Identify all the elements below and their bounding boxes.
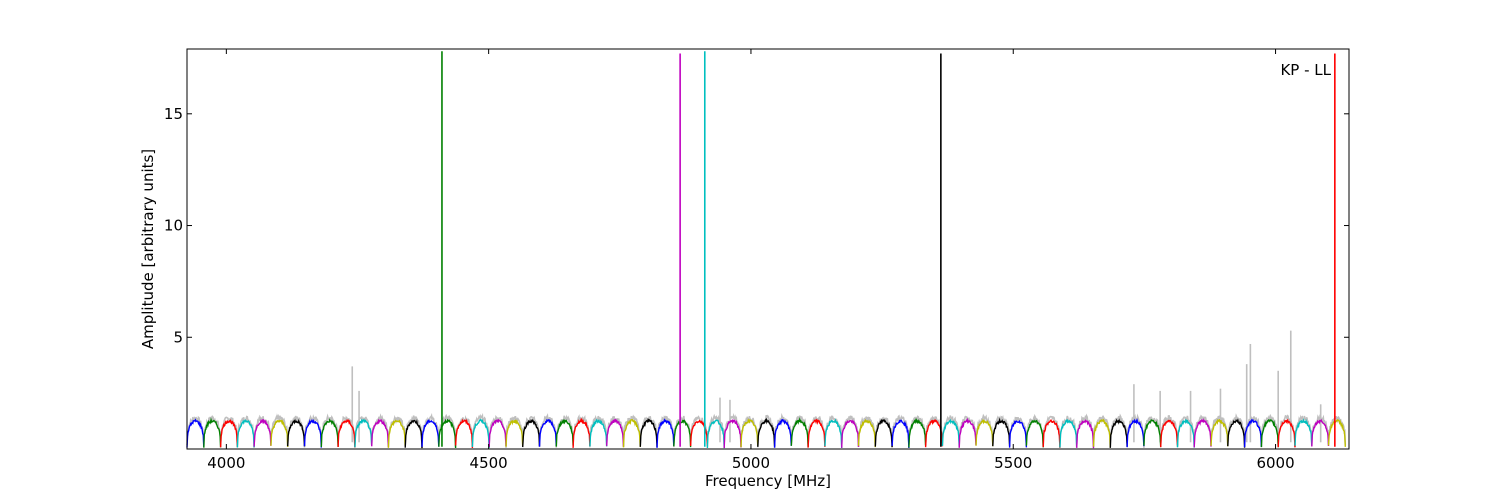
subband-spectrum-line xyxy=(824,418,843,449)
y-tick-label: 10 xyxy=(164,217,183,235)
x-tick-label: 5500 xyxy=(994,454,1032,472)
subband-spectrum-line xyxy=(253,418,272,447)
subband-spectrum-line xyxy=(1294,418,1313,446)
x-axis-label: Frequency [MHz] xyxy=(705,472,831,490)
subband-spectrum-line xyxy=(723,419,742,449)
y-tick-label: 15 xyxy=(164,105,183,123)
subband-spectrum-line xyxy=(287,418,306,447)
x-tick-label: 6000 xyxy=(1256,454,1294,472)
ticks-layer: 4000 4500 5000 5500 6000 5 10 15 xyxy=(164,49,1349,472)
subband-spectrum-line xyxy=(706,419,725,449)
subband-spectrum-line xyxy=(320,418,339,448)
subband-spectrum-line xyxy=(1260,418,1279,448)
subband-spectrum-line xyxy=(941,418,960,447)
subband-spectrum-line xyxy=(471,418,490,448)
subband-spectrum-line xyxy=(975,419,994,447)
subband-spectrum-line xyxy=(1008,419,1028,448)
subband-spectrum-line xyxy=(371,418,390,448)
subband-spectrum-line xyxy=(186,418,205,448)
subband-spectrum-line xyxy=(622,418,641,448)
subband-spectrum-line xyxy=(555,419,574,447)
subband-spectrum-line xyxy=(639,417,658,448)
subband-spectrum-line xyxy=(1092,418,1111,448)
subband-spectrum-line xyxy=(1210,418,1229,447)
subband-spectrum-line xyxy=(572,417,591,448)
subband-spectrum-line xyxy=(219,419,239,448)
subband-spectrum-line xyxy=(1076,419,1095,449)
subband-spectrum-line xyxy=(421,419,440,447)
subband-spectrum-line xyxy=(841,419,860,448)
subband-spectrum-line xyxy=(1126,418,1145,448)
subband-spectrum-line xyxy=(270,419,289,447)
subband-spectrum-line xyxy=(606,418,625,447)
x-tick-label: 4000 xyxy=(207,454,245,472)
subband-spectrum-line xyxy=(1327,419,1346,447)
x-tick-label: 4500 xyxy=(470,454,508,472)
subband-spectrum-line xyxy=(673,419,692,448)
subband-spectrum-line xyxy=(958,417,977,448)
subband-spectrum-line xyxy=(1042,419,1061,448)
subband-spectrum-line xyxy=(1176,418,1195,448)
subband-spectrum-line xyxy=(454,418,474,449)
plot-frame xyxy=(186,48,1350,450)
subband-spectrum-line xyxy=(1109,418,1128,448)
subband-spectrum-line xyxy=(857,418,876,448)
subband-spectrum-line xyxy=(1193,417,1212,448)
subband-spectrum-line xyxy=(404,418,423,449)
subband-spectrum-line xyxy=(1143,419,1162,448)
plot-area xyxy=(187,49,1349,449)
subband-spectrum-line xyxy=(488,418,507,448)
subband-spectrum-line xyxy=(874,418,893,448)
subband-spectrum-line xyxy=(656,418,675,448)
series-layer xyxy=(186,51,1347,449)
subband-spectrum-line xyxy=(303,418,322,448)
subband-spectrum-line xyxy=(1160,419,1179,448)
chart-annotation: KP - LL xyxy=(1280,61,1331,79)
background-spectrum-line xyxy=(186,412,1347,448)
subband-spectrum-line xyxy=(1277,418,1296,448)
subband-spectrum-line xyxy=(908,417,927,448)
subband-spectrum-line xyxy=(505,418,524,447)
subband-spectrum-line xyxy=(790,417,809,448)
subband-spectrum-line xyxy=(1243,418,1263,448)
subband-spectrum-line xyxy=(757,417,776,447)
x-tick-label: 5000 xyxy=(732,454,770,472)
subband-spectrum-line xyxy=(1227,418,1246,448)
subband-spectrum-line xyxy=(387,419,406,448)
subband-spectrum-line xyxy=(1025,419,1044,448)
subband-spectrum-line xyxy=(589,418,608,447)
y-tick-label: 5 xyxy=(173,328,183,346)
subband-spectrum-line xyxy=(992,417,1011,447)
subband-spectrum-line xyxy=(773,419,792,448)
subband-spectrum-line xyxy=(807,418,826,448)
subband-spectrum-line xyxy=(740,417,759,448)
subband-spectrum-line xyxy=(203,417,222,448)
subband-spectrum-line xyxy=(354,418,373,448)
subband-spectrum-line xyxy=(236,419,255,448)
subband-spectrum-line xyxy=(1311,418,1330,447)
subband-spectrum-line xyxy=(538,418,557,447)
subband-spectrum-line xyxy=(337,419,356,448)
y-axis-label: Amplitude [arbitrary units] xyxy=(139,149,157,349)
subband-spectrum-line xyxy=(891,419,910,449)
subband-spectrum-line xyxy=(924,419,944,448)
subband-spectrum-line xyxy=(522,418,541,448)
subband-spectrum-line xyxy=(1059,419,1078,448)
